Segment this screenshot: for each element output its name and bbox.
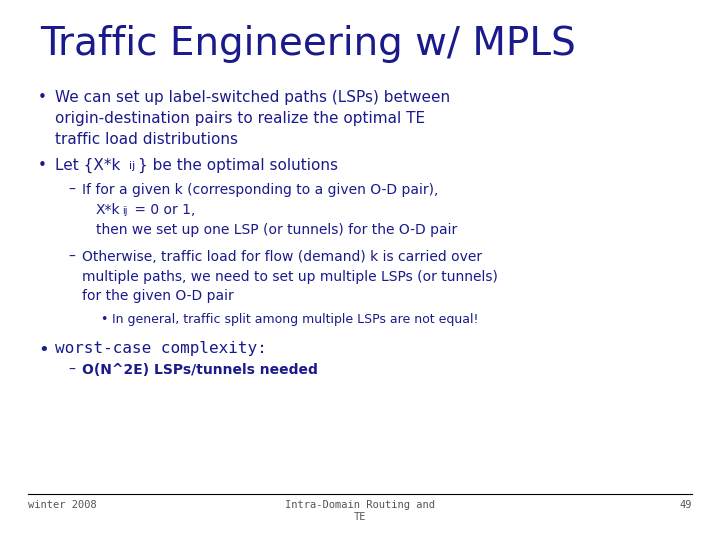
Text: X*k: X*k [96,203,121,217]
Text: –: – [68,250,75,264]
Text: then we set up one LSP (or tunnels) for the O-D pair: then we set up one LSP (or tunnels) for … [96,223,457,237]
Text: –: – [68,183,75,197]
Text: ij: ij [122,206,127,216]
Text: Otherwise, traffic load for flow (demand) k is carried over
multiple paths, we n: Otherwise, traffic load for flow (demand… [82,250,498,303]
Text: –: – [68,363,75,377]
Text: We can set up label-switched paths (LSPs) between
origin-destination pairs to re: We can set up label-switched paths (LSPs… [55,90,450,147]
Text: •: • [100,313,107,326]
Text: •: • [38,341,49,359]
Text: •: • [38,158,47,173]
Text: Intra-Domain Routing and
TE: Intra-Domain Routing and TE [285,500,435,522]
Text: winter 2008: winter 2008 [28,500,96,510]
Text: ij: ij [129,161,135,171]
Text: } be the optimal solutions: } be the optimal solutions [138,158,338,173]
Text: If for a given k (corresponding to a given O-D pair),: If for a given k (corresponding to a giv… [82,183,438,197]
Text: 49: 49 [680,500,692,510]
Text: In general, traffic split among multiple LSPs are not equal!: In general, traffic split among multiple… [112,313,479,326]
Text: •: • [38,90,47,105]
Text: = 0 or 1,: = 0 or 1, [130,203,195,217]
Text: Let {X*k: Let {X*k [55,158,120,173]
Text: O(N^2E) LSPs/tunnels needed: O(N^2E) LSPs/tunnels needed [82,363,318,377]
Text: Traffic Engineering w/ MPLS: Traffic Engineering w/ MPLS [40,25,576,63]
Text: worst-case complexity:: worst-case complexity: [55,341,266,356]
